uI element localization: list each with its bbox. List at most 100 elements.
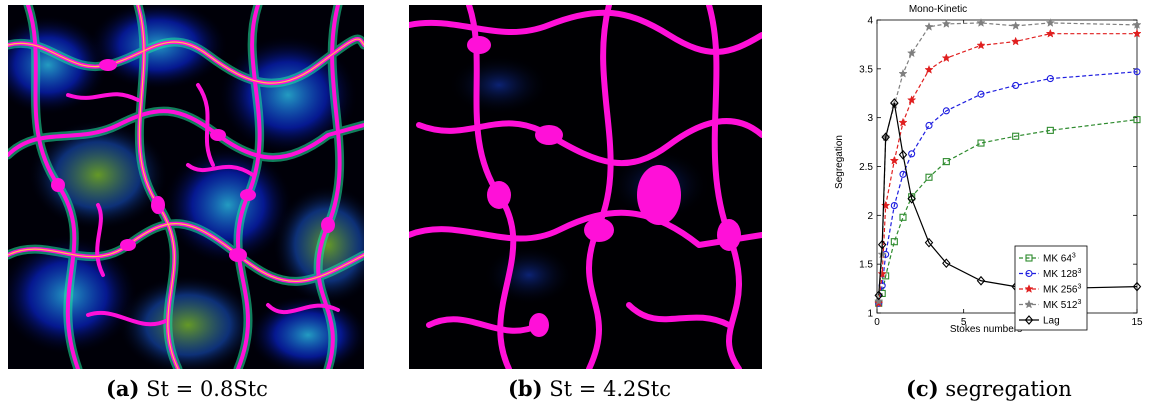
caption-a: (a) St = 0.8Stc [106, 376, 268, 401]
legend-entry: Lag [1019, 315, 1060, 327]
y-tick-label: 3 [867, 113, 873, 124]
data-point [890, 98, 899, 108]
x-tick-label: 0 [874, 317, 880, 328]
field-image-a [8, 5, 364, 369]
data-point [899, 170, 907, 178]
diffuse-blue-regions [8, 5, 364, 369]
data-point [941, 53, 951, 63]
series-line [878, 33, 1137, 304]
caption-a-text: St = 0.8Stc [146, 377, 268, 401]
caption-c-label: (c) [906, 376, 939, 401]
legend-marker [1024, 315, 1034, 325]
data-point [942, 107, 950, 115]
y-tick-label: 1.5 [859, 260, 873, 271]
data-point [907, 193, 916, 204]
legend-label-name: MK 128 [1043, 269, 1078, 280]
legend-label-name: MK 512 [1043, 300, 1078, 311]
data-point [942, 258, 951, 269]
data-point [941, 19, 951, 28]
data-point [877, 269, 887, 278]
data-point [1133, 116, 1141, 124]
data-point [898, 117, 908, 127]
data-point [881, 132, 890, 143]
caption-b-text: St = 4.2Stc [549, 377, 672, 401]
x-axis-label: Stokes numbers [950, 324, 1022, 335]
y-axis-label: Segregation [834, 135, 845, 189]
caption-b: (b) St = 4.2Stc [508, 376, 671, 401]
data-point [977, 90, 985, 98]
legend-label: MK 1283 [1043, 268, 1081, 280]
series-line [878, 22, 1138, 302]
caption-a-label: (a) [106, 376, 140, 401]
data-point [924, 237, 934, 248]
legend-label-name: MK 64 [1043, 254, 1072, 265]
segregation-chart: Mono-Kinetic Segregation Stokes numbers … [834, 4, 1143, 335]
filaments-b [409, 5, 762, 369]
data-point [877, 249, 887, 259]
data-point [925, 121, 933, 130]
data-point [1046, 126, 1054, 134]
data-point [881, 200, 891, 210]
data-point [908, 150, 916, 158]
data-point [1045, 18, 1055, 27]
legend-label-exponent: 3 [1077, 284, 1081, 291]
data-point [1011, 20, 1021, 30]
data-point [1132, 19, 1142, 29]
data-point [890, 202, 898, 210]
x-tick-label: 5 [961, 317, 967, 328]
data-point [1012, 132, 1020, 140]
concentration-field-b [409, 5, 762, 369]
y-tick-label: 2.5 [859, 162, 873, 173]
plot-area: 05101511.522.533.54 [859, 16, 1143, 329]
legend-entry: MK 5123 [1019, 299, 1081, 311]
filaments-a [8, 5, 364, 369]
series-mk-512 [874, 18, 1142, 306]
data-point [1132, 28, 1142, 38]
y-tick-label: 2 [867, 211, 873, 222]
y-tick-label: 3.5 [859, 64, 873, 75]
axes-box [876, 19, 1138, 314]
series-mk-128 [875, 68, 1141, 307]
data-point [1011, 36, 1021, 46]
legend-entry: MK 1283 [1019, 268, 1081, 280]
field-image-b [409, 5, 762, 369]
data-point [877, 239, 887, 250]
legend-entry: MK 2563 [1019, 284, 1081, 296]
caption-c-text: segregation [945, 377, 1072, 401]
data-point [977, 139, 985, 147]
data-point [924, 21, 934, 31]
chart-title: Mono-Kinetic [909, 4, 967, 15]
legend-entry: MK 643 [1019, 253, 1076, 265]
legend-marker [1024, 299, 1034, 309]
legend-label-name: MK 256 [1043, 285, 1078, 296]
data-point [1133, 68, 1141, 76]
data-point [976, 275, 986, 286]
series-line [878, 71, 1138, 304]
legend-marker [1025, 254, 1033, 262]
series-line [878, 119, 1138, 304]
data-point [942, 158, 950, 166]
data-point [1046, 75, 1054, 83]
legend-label: MK 5123 [1043, 299, 1081, 311]
legend-label: Lag [1043, 316, 1060, 327]
y-tick-label: 4 [867, 16, 873, 27]
legend-label-exponent: 3 [1072, 253, 1076, 260]
series-mk-256 [874, 28, 1142, 308]
data-point [874, 290, 883, 301]
data-point [925, 173, 933, 181]
data-point [889, 155, 899, 165]
data-point [898, 149, 908, 160]
series-mk-64 [875, 116, 1141, 307]
data-point [899, 213, 907, 221]
caption-b-label: (b) [508, 376, 543, 401]
data-point [907, 95, 917, 105]
data-point [890, 238, 898, 246]
legend-label-name: Lag [1043, 316, 1060, 327]
legend-label-exponent: 3 [1077, 299, 1081, 306]
legend-label-exponent: 3 [1077, 268, 1081, 275]
data-point [1045, 28, 1055, 38]
data-point [1132, 281, 1142, 292]
legend-label: MK 643 [1043, 253, 1076, 265]
data-point [907, 48, 917, 58]
